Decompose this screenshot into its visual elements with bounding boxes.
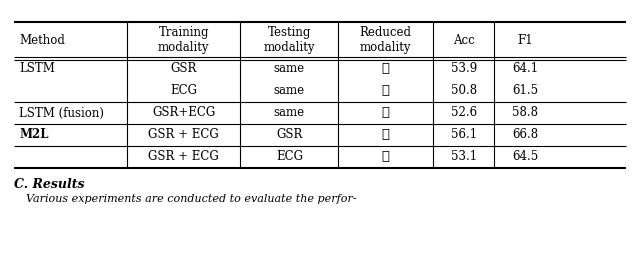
Text: ✓: ✓ — [382, 151, 390, 164]
Text: same: same — [274, 62, 305, 75]
Text: Training
modality: Training modality — [158, 26, 209, 54]
Text: Testing
modality: Testing modality — [264, 26, 315, 54]
Text: Method: Method — [19, 34, 65, 47]
Text: Acc: Acc — [453, 34, 475, 47]
Text: same: same — [274, 107, 305, 120]
Text: LSTM: LSTM — [19, 62, 55, 75]
Text: 64.5: 64.5 — [512, 151, 538, 164]
Text: 58.8: 58.8 — [512, 107, 538, 120]
Text: GSR + ECG: GSR + ECG — [148, 128, 220, 141]
Text: ECG: ECG — [170, 84, 197, 98]
Text: 64.1: 64.1 — [512, 62, 538, 75]
Text: 66.8: 66.8 — [512, 128, 538, 141]
Text: GSR: GSR — [171, 62, 197, 75]
Text: 53.1: 53.1 — [451, 151, 477, 164]
Text: ✗: ✗ — [382, 84, 390, 98]
Text: same: same — [274, 84, 305, 98]
Text: Reduced
modality: Reduced modality — [360, 26, 412, 54]
Text: ✗: ✗ — [382, 62, 390, 75]
Text: GSR: GSR — [276, 128, 303, 141]
Text: 53.9: 53.9 — [451, 62, 477, 75]
Text: GSR+ECG: GSR+ECG — [152, 107, 216, 120]
Text: F1: F1 — [517, 34, 533, 47]
Text: C. Results: C. Results — [14, 178, 84, 191]
Text: ✓: ✓ — [382, 128, 390, 141]
Text: ✗: ✗ — [382, 107, 390, 120]
Text: LSTM (fusion): LSTM (fusion) — [19, 107, 104, 120]
Text: GSR + ECG: GSR + ECG — [148, 151, 220, 164]
Text: ECG: ECG — [276, 151, 303, 164]
Text: 61.5: 61.5 — [512, 84, 538, 98]
Text: M2L: M2L — [19, 128, 49, 141]
Text: Various experiments are conducted to evaluate the perfor-: Various experiments are conducted to eva… — [26, 194, 356, 204]
Text: 50.8: 50.8 — [451, 84, 477, 98]
Text: 52.6: 52.6 — [451, 107, 477, 120]
Text: 56.1: 56.1 — [451, 128, 477, 141]
